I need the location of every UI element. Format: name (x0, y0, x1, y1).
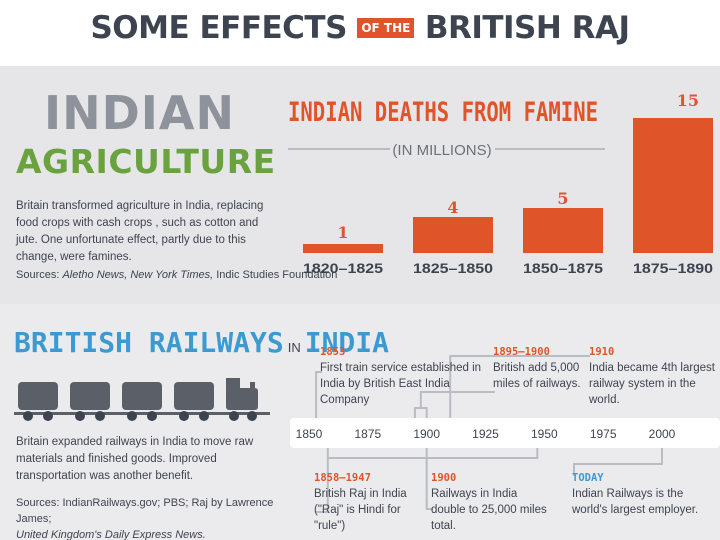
x-tick-1825-1850: 1825–1850 (413, 260, 493, 276)
agriculture-sources-italic: Aletho News, New York Times, (62, 269, 214, 281)
connector-1895-1900-stem (419, 391, 495, 408)
event-1853-text: First train service established in India… (320, 362, 482, 406)
agriculture-sources-label: Sources: (16, 269, 63, 281)
bar-1825-1850 (413, 217, 493, 253)
bar-1875-1890 (633, 118, 713, 253)
timeline-tick-1900: 1900 (413, 427, 440, 441)
bar-1820-1825 (303, 244, 383, 253)
railways-title: BRITISH RAILWAYS IN INDIA (14, 326, 389, 359)
timeline-tick-1850: 1850 (296, 427, 323, 441)
agriculture-description: Britain transformed agriculture in India… (16, 200, 264, 263)
agriculture-sources-rest: Indic Studies Foundation (213, 269, 338, 281)
event-1858-1947: 1858–1947 British Raj in India ("Raj" is… (314, 470, 426, 534)
x-tick-1875-1890: 1875–1890 (633, 260, 713, 276)
event-1858-1947-text: British Raj in India ("Raj" is Hindi for… (314, 488, 407, 532)
bars-group (303, 118, 713, 253)
event-1900: 1900 Railways in India double to 25,000 … (431, 470, 555, 534)
agriculture-title-agriculture: AGRICULTURE (16, 142, 276, 181)
railway-timeline: 1850 1875 1900 1925 1950 1975 2000 (290, 355, 720, 513)
timeline-bar (290, 418, 720, 448)
bar-1850-1875 (523, 208, 603, 253)
timeline-tick-1975: 1975 (590, 427, 617, 441)
value-label-1825-1850: 4 (447, 198, 458, 217)
x-tick-1850-1875: 1850–1875 (523, 260, 603, 276)
value-labels-group: 1 4 5 15 (337, 91, 699, 242)
value-label-1875-1890: 15 (677, 91, 699, 110)
title-part-of-the: OF THE (357, 18, 415, 38)
agriculture-panel: INDIAN AGRICULTURE Britain transformed a… (0, 66, 720, 304)
famine-chart: INDIAN DEATHS FROM FAMINE (IN MILLIONS) … (288, 91, 713, 276)
railways-title-india: INDIA (304, 326, 390, 359)
title-part-some-effects: SOME EFFECTS (90, 10, 347, 46)
value-label-1850-1875: 5 (557, 189, 568, 208)
railways-title-in: IN (287, 340, 301, 355)
x-tick-labels-group: 1820–1825 1825–1850 1850–1875 1875–1890 (303, 260, 713, 276)
railways-title-british-railways: BRITISH RAILWAYS (14, 326, 284, 359)
timeline-tick-1925: 1925 (472, 427, 499, 441)
agriculture-title-indian: INDIAN (44, 86, 236, 140)
chart-title: INDIAN DEATHS FROM FAMINE (288, 97, 598, 128)
event-1910-text: India became 4th largest railway system … (589, 362, 715, 406)
x-tick-1820-1825: 1820–1825 (303, 260, 383, 276)
railways-description: Britain expanded railways in India to mo… (16, 436, 254, 482)
event-today: TODAY Indian Railways is the world's lar… (572, 470, 707, 518)
connector-1858-1947-stem (316, 458, 329, 513)
connector-1900 (425, 448, 433, 510)
page-title: SOME EFFECTS OF THE BRITISH RAJ (0, 10, 720, 46)
railways-panel: BRITISH RAILWAYS IN INDIA Britain expanded… (0, 304, 720, 540)
agriculture-sources: Sources: Aletho News, New York Times, In… (16, 269, 337, 281)
railways-sources-line2: United Kingdom's Daily Express News. (16, 529, 206, 540)
railways-sources-line1: Sources: IndianRailways.gov; PBS; Raj by… (16, 497, 274, 525)
connectors-group (315, 355, 663, 513)
event-1895-1900-text: British add 5,000 miles of railways. (493, 362, 581, 390)
event-1853: 1853 First train service established in … (320, 344, 490, 408)
event-1900-year: 1900 (431, 472, 457, 484)
timeline-tick-1950: 1950 (531, 427, 558, 441)
event-1895-1900: 1895–1900 British add 5,000 miles of rai… (493, 344, 583, 392)
timeline-ticks-group: 1850 1875 1900 1925 1950 1975 2000 (296, 427, 676, 441)
connector-1910 (449, 355, 590, 418)
event-1910-year: 1910 (589, 346, 615, 358)
connector-1853 (315, 371, 322, 418)
railways-sources: Sources: IndianRailways.gov; PBS; Raj by… (16, 495, 292, 540)
timeline-tick-1875: 1875 (354, 427, 381, 441)
event-today-text: Indian Railways is the world's largest e… (572, 488, 699, 516)
title-part-british-raj: BRITISH RAJ (424, 10, 630, 46)
event-1900-text: Railways in India double to 25,000 miles… (431, 488, 547, 532)
train-icon (14, 378, 270, 421)
event-1895-1900-year: 1895–1900 (493, 346, 550, 358)
chart-subtitle: (IN MILLIONS) (392, 142, 491, 159)
value-label-1820-1825: 1 (337, 223, 348, 242)
timeline-tick-2000: 2000 (649, 427, 676, 441)
connector-1895-1900 (413, 407, 428, 418)
event-1910: 1910 India became 4th largest railway sy… (589, 344, 715, 408)
connector-1858-1947 (326, 448, 539, 459)
page-header: SOME EFFECTS OF THE BRITISH RAJ (0, 0, 720, 66)
connector-today (573, 448, 663, 476)
event-1858-1947-year: 1858–1947 (314, 472, 371, 484)
event-1853-year: 1853 (320, 346, 346, 358)
event-today-year: TODAY (572, 472, 604, 484)
